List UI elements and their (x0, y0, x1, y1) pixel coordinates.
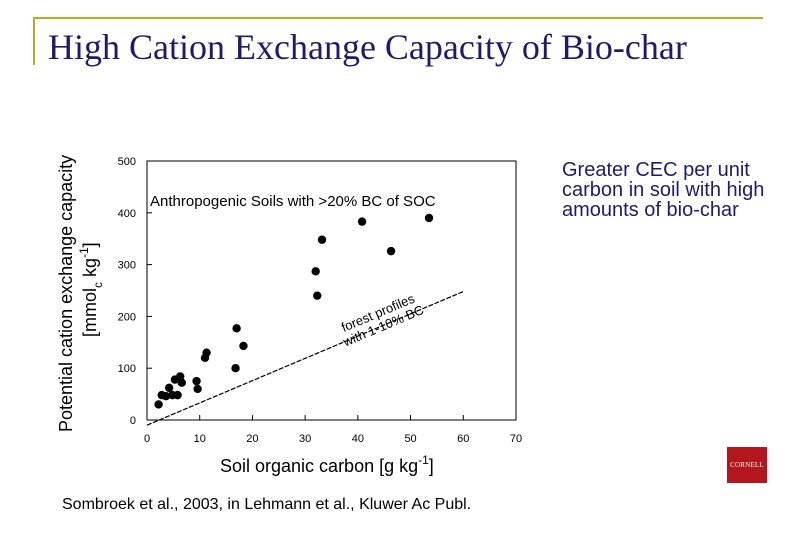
data-point (311, 267, 320, 276)
axis-ticks: 0 10 20 30 40 50 60 70 0 100 200 300 400 500 (118, 156, 522, 445)
y-tick-label: 100 (118, 363, 136, 375)
data-point (161, 391, 171, 401)
x-tick-label: 60 (457, 433, 469, 445)
x-tick-label: 30 (299, 433, 311, 445)
reference-line-label: forest profileswith 1-10% BC (334, 289, 425, 350)
data-point (202, 348, 211, 357)
x-tick-label: 50 (404, 433, 416, 445)
data-point (386, 246, 396, 256)
side-note: Greater CEC per unit carbon in soil with… (562, 159, 765, 221)
x-tick-label: 70 (510, 433, 522, 445)
x-tick-label: 20 (246, 433, 258, 445)
data-point (231, 364, 240, 373)
chart-title: Anthropogenic Soils with >20% BC of SOC (150, 193, 436, 210)
data-point (192, 376, 201, 386)
reference-line-group: forest profileswith 1-10% BC (146, 289, 464, 426)
data-point (317, 235, 327, 244)
frame-left-rule (33, 17, 35, 65)
data-point (177, 378, 186, 387)
y-axis-title: Potential cation exchange capacity [mmol… (56, 155, 105, 432)
y-tick-label: 0 (130, 415, 136, 427)
plot-frame (146, 160, 517, 421)
logo-text: CORNELL (730, 461, 764, 469)
citation: Sombroek et al., 2003, in Lehmann et al.… (62, 496, 472, 513)
y-tick-label: 400 (118, 208, 136, 220)
y-tick-label: 500 (118, 156, 136, 168)
x-tick-label: 0 (144, 433, 150, 445)
data-point (313, 291, 322, 300)
frame-top-rule (33, 17, 763, 19)
y-tick-label: 300 (118, 260, 136, 272)
data-point (424, 213, 434, 223)
data-point (357, 217, 367, 226)
reference-line (146, 290, 464, 426)
data-point (193, 384, 202, 394)
x-axis-title: Soil organic carbon [g kg-1] (220, 453, 434, 476)
data-point (154, 400, 163, 409)
data-point (173, 390, 182, 400)
cornell-logo: CORNELL (727, 447, 767, 483)
x-tick-label: 10 (194, 433, 206, 445)
axes (146, 160, 517, 421)
y-axis-title-line2: [mmolc kg-1] (77, 242, 105, 337)
data-points (154, 213, 434, 409)
y-tick-label: 200 (118, 311, 136, 323)
slide-title: High Cation Exchange Capacity of Bio-cha… (48, 27, 687, 67)
data-point (232, 324, 241, 333)
x-tick-label: 40 (352, 433, 364, 445)
data-point (239, 341, 248, 351)
y-axis-title-line1: Potential cation exchange capacity (56, 155, 76, 432)
data-point (164, 383, 174, 393)
